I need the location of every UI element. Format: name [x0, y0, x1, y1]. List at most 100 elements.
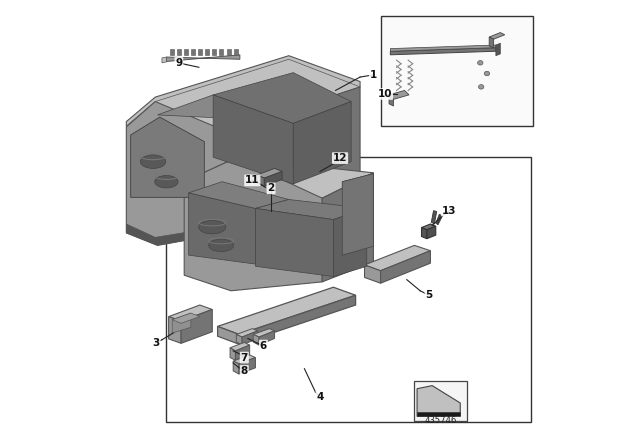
Polygon shape	[131, 117, 204, 197]
Polygon shape	[257, 175, 264, 186]
Polygon shape	[131, 117, 204, 197]
Polygon shape	[255, 208, 333, 276]
Polygon shape	[213, 73, 351, 123]
Polygon shape	[227, 49, 230, 55]
Polygon shape	[234, 49, 237, 55]
Polygon shape	[233, 355, 255, 364]
Polygon shape	[239, 295, 356, 344]
Polygon shape	[253, 329, 275, 337]
Polygon shape	[389, 90, 409, 99]
Polygon shape	[436, 214, 442, 225]
Polygon shape	[126, 224, 227, 246]
Polygon shape	[213, 95, 293, 184]
Polygon shape	[236, 345, 250, 360]
Polygon shape	[365, 246, 431, 271]
Text: 7: 7	[241, 353, 248, 362]
Text: 4: 4	[316, 392, 324, 402]
Ellipse shape	[477, 60, 483, 65]
Text: 2: 2	[268, 183, 275, 194]
Text: 10: 10	[378, 89, 392, 99]
Polygon shape	[189, 182, 289, 208]
Polygon shape	[342, 174, 373, 255]
Polygon shape	[390, 45, 496, 51]
Polygon shape	[170, 49, 173, 55]
Polygon shape	[333, 208, 367, 276]
Polygon shape	[253, 334, 259, 345]
Text: 8: 8	[241, 366, 248, 376]
Text: 13: 13	[442, 206, 456, 215]
Polygon shape	[168, 317, 181, 343]
Text: 6: 6	[260, 340, 267, 350]
Text: 1: 1	[370, 70, 377, 80]
Polygon shape	[259, 331, 275, 345]
Polygon shape	[365, 265, 381, 283]
Polygon shape	[381, 251, 431, 283]
Bar	[381, 16, 533, 126]
Polygon shape	[172, 313, 200, 323]
Polygon shape	[264, 172, 282, 186]
Polygon shape	[417, 412, 460, 416]
Polygon shape	[218, 287, 356, 334]
Polygon shape	[417, 386, 460, 416]
Polygon shape	[257, 168, 282, 178]
Polygon shape	[293, 102, 351, 184]
Polygon shape	[233, 361, 239, 374]
Text: 435746: 435746	[424, 416, 457, 425]
Text: 11: 11	[245, 175, 260, 185]
Text: 5: 5	[426, 290, 433, 300]
Bar	[166, 157, 531, 422]
Polygon shape	[168, 305, 212, 321]
Ellipse shape	[484, 71, 490, 76]
Polygon shape	[198, 49, 202, 55]
Polygon shape	[184, 158, 373, 198]
Polygon shape	[342, 174, 373, 191]
Polygon shape	[193, 165, 365, 185]
Polygon shape	[184, 49, 188, 55]
Polygon shape	[191, 49, 195, 55]
Polygon shape	[166, 55, 240, 61]
Polygon shape	[422, 228, 427, 239]
Ellipse shape	[479, 85, 484, 89]
Polygon shape	[230, 342, 250, 351]
Ellipse shape	[140, 155, 166, 168]
Polygon shape	[172, 313, 191, 333]
Polygon shape	[126, 102, 227, 246]
Polygon shape	[489, 33, 505, 39]
Polygon shape	[227, 87, 360, 233]
Polygon shape	[177, 49, 180, 55]
Polygon shape	[126, 56, 360, 129]
Polygon shape	[218, 327, 239, 344]
Polygon shape	[255, 199, 367, 220]
Ellipse shape	[155, 176, 178, 188]
Polygon shape	[239, 358, 255, 374]
Text: 12: 12	[333, 153, 348, 163]
Polygon shape	[126, 59, 360, 131]
Polygon shape	[236, 334, 242, 345]
Polygon shape	[205, 49, 209, 55]
Polygon shape	[230, 348, 236, 360]
Polygon shape	[184, 158, 322, 291]
Polygon shape	[157, 95, 351, 121]
Bar	[414, 381, 467, 421]
Text: 9: 9	[175, 58, 182, 68]
Polygon shape	[431, 211, 436, 224]
Polygon shape	[189, 193, 255, 264]
Polygon shape	[422, 224, 436, 230]
Polygon shape	[193, 165, 365, 195]
Polygon shape	[489, 37, 493, 48]
Polygon shape	[220, 49, 223, 55]
Ellipse shape	[209, 239, 234, 252]
Polygon shape	[162, 57, 166, 63]
Polygon shape	[427, 226, 436, 239]
Polygon shape	[236, 329, 258, 337]
Polygon shape	[389, 95, 394, 106]
Polygon shape	[249, 175, 257, 181]
Polygon shape	[322, 173, 373, 282]
Polygon shape	[242, 331, 258, 345]
Polygon shape	[212, 49, 216, 55]
Polygon shape	[496, 43, 500, 56]
Ellipse shape	[199, 220, 226, 234]
Polygon shape	[390, 47, 496, 55]
Text: 3: 3	[152, 338, 160, 348]
Polygon shape	[181, 310, 212, 343]
